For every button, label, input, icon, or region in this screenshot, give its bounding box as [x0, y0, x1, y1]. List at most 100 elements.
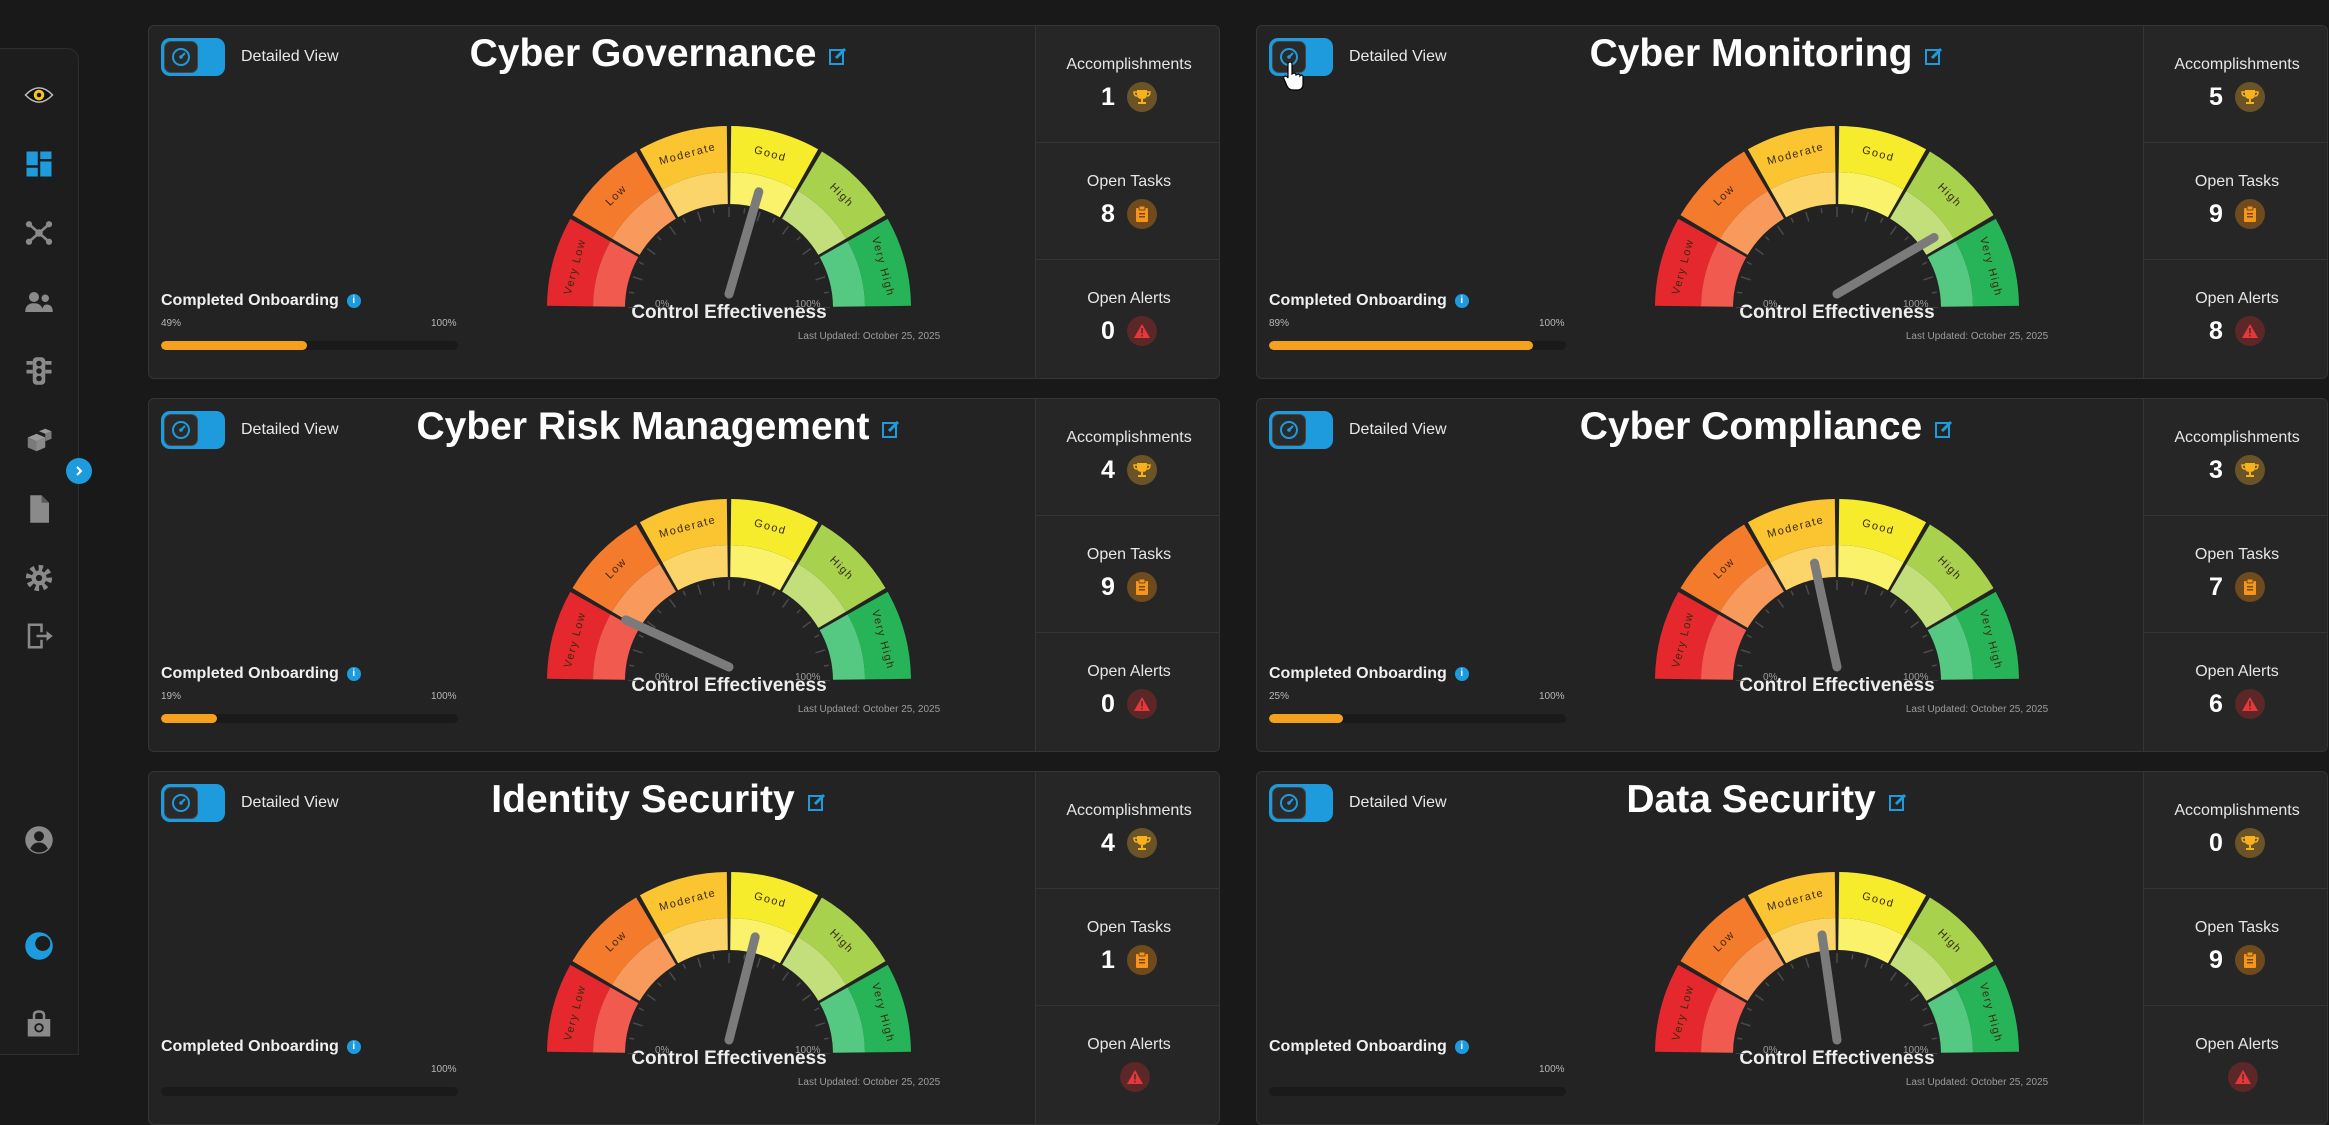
gauge-segment-inner: [1701, 614, 1747, 680]
clipboard-icon: [2234, 945, 2265, 975]
edit-icon[interactable]: [1924, 46, 1944, 66]
gauge-tick: [823, 1037, 829, 1040]
onboarding-progress-fill: [1269, 714, 1344, 723]
open-tasks-stat[interactable]: Open Tasks 9: [2144, 889, 2327, 1006]
network-icon[interactable]: [20, 214, 58, 252]
onboarding-progress-bar: [161, 341, 458, 350]
gauge-tick: [668, 971, 677, 981]
gauge-segment-inner: [1838, 545, 1904, 591]
gauge-segment-inner: [1890, 564, 1954, 628]
gauge-segment-outer: [547, 964, 611, 1053]
onboarding-percent: 19%: [161, 691, 182, 702]
open-alerts-stat[interactable]: Open Alerts 0: [1036, 633, 1219, 749]
settings-icon[interactable]: [20, 559, 58, 597]
gauge-tick: [743, 208, 746, 214]
last-updated-text: Last Updated: October 25, 2025: [797, 1077, 941, 1088]
document-icon[interactable]: [20, 490, 58, 528]
gauge-tick: [781, 598, 790, 608]
eye-logo-icon[interactable]: [20, 76, 58, 114]
gauge-segment-inner: [662, 918, 728, 964]
detailed-view-label: Detailed View: [241, 421, 339, 438]
accomplishments-label: Accomplishments: [1066, 429, 1192, 446]
open-alerts-stat[interactable]: Open Alerts 6: [2144, 633, 2327, 749]
gauge-icon: [164, 41, 198, 73]
gauge-segment-outer: [1655, 218, 1719, 307]
detailed-view-toggle[interactable]: [161, 411, 225, 449]
gauge-max-label: 100%: [795, 299, 821, 308]
open-alerts-label: Open Alerts: [1087, 290, 1171, 307]
onboarding-label: Completed Onboarding i: [1269, 1038, 1469, 1056]
logout-icon[interactable]: [20, 617, 58, 655]
onboarding-label-text: Completed Onboarding: [1269, 665, 1447, 682]
gauge-segment-outer: [572, 897, 660, 985]
gauge-tick: [796, 982, 801, 987]
gauge-tick: [668, 225, 677, 235]
gauge-tick: [629, 1037, 635, 1040]
sidebar-collapse-button[interactable]: [66, 458, 92, 484]
info-icon[interactable]: i: [346, 1039, 361, 1054]
edit-icon[interactable]: [828, 46, 848, 66]
gauge-segment-inner: [593, 614, 639, 680]
open-tasks-stat[interactable]: Open Tasks 7: [2144, 516, 2327, 633]
detailed-view-toggle[interactable]: [1269, 784, 1333, 822]
open-tasks-stat[interactable]: Open Tasks 8: [1036, 143, 1219, 260]
card-title-text: Cyber Compliance: [1579, 405, 1923, 448]
stats-panel: Accomplishments 0 Open Tasks 9 Open Aler…: [2143, 772, 2327, 1124]
packages-icon[interactable]: [20, 421, 58, 459]
info-icon[interactable]: i: [346, 293, 361, 308]
info-icon[interactable]: i: [1454, 666, 1469, 681]
info-icon[interactable]: i: [1454, 1039, 1469, 1054]
bag-icon[interactable]: [20, 1005, 58, 1043]
accomplishments-stat[interactable]: Accomplishments 1: [1036, 26, 1219, 143]
domain-card: Detailed View Cyber Monitoring Completed…: [1256, 25, 2328, 379]
profile-icon[interactable]: [20, 821, 58, 859]
open-alerts-stat[interactable]: Open Alerts: [2144, 1006, 2327, 1122]
gauge-segment-outer: [730, 499, 819, 563]
gauge-tick: [657, 982, 662, 987]
users-icon[interactable]: [20, 283, 58, 321]
domain-card: Detailed View Cyber Risk Management Comp…: [148, 398, 1220, 752]
gauge-tick: [802, 247, 812, 256]
detailed-view-toggle[interactable]: [161, 38, 225, 76]
dashboard-icon[interactable]: [20, 145, 58, 183]
gauge-tick: [1931, 1037, 1937, 1040]
traffic-light-icon[interactable]: [20, 352, 58, 390]
gauge-tick: [781, 225, 790, 235]
detailed-view-toggle[interactable]: [1269, 38, 1333, 76]
open-tasks-stat[interactable]: Open Tasks 1: [1036, 889, 1219, 1006]
gauge-segment-outer: [1906, 524, 1994, 612]
detailed-view-label: Detailed View: [1349, 794, 1447, 811]
gauge-segment-inner: [1720, 191, 1784, 255]
gauge-segment-inner: [1927, 987, 1973, 1053]
gauge-segment-outer: [1838, 126, 1927, 190]
open-alerts-stat[interactable]: Open Alerts 8: [2144, 260, 2327, 376]
control-effectiveness-label: Control Effectiveness: [631, 675, 827, 696]
gauge-tick: [1776, 598, 1785, 608]
gauge-tick: [1923, 276, 1934, 281]
info-icon[interactable]: i: [1454, 293, 1469, 308]
info-icon[interactable]: i: [346, 666, 361, 681]
gauge-needle: [621, 615, 734, 672]
open-alerts-stat[interactable]: Open Alerts 0: [1036, 260, 1219, 376]
gauge-segment-inner: [1720, 564, 1784, 628]
open-tasks-stat[interactable]: Open Tasks 9: [1036, 516, 1219, 633]
gauge-tick: [1754, 620, 1764, 629]
open-alerts-stat[interactable]: Open Alerts: [1036, 1006, 1219, 1122]
detailed-view-toggle[interactable]: [1269, 411, 1333, 449]
accomplishments-stat[interactable]: Accomplishments 4: [1036, 399, 1219, 516]
accomplishments-stat[interactable]: Accomplishments 0: [2144, 772, 2327, 889]
theme-icon[interactable]: [20, 927, 58, 965]
accomplishments-stat[interactable]: Accomplishments 4: [1036, 772, 1219, 889]
accomplishments-stat[interactable]: Accomplishments 5: [2144, 26, 2327, 143]
gauge-tick: [1790, 217, 1795, 223]
edit-icon[interactable]: [1888, 792, 1908, 812]
edit-icon[interactable]: [1934, 419, 1954, 439]
accomplishments-stat[interactable]: Accomplishments 3: [2144, 399, 2327, 516]
edit-icon[interactable]: [807, 792, 827, 812]
open-tasks-stat[interactable]: Open Tasks 9: [2144, 143, 2327, 260]
detailed-view-toggle[interactable]: [161, 784, 225, 822]
gauge-tick: [1851, 581, 1854, 587]
edit-icon[interactable]: [881, 419, 901, 439]
